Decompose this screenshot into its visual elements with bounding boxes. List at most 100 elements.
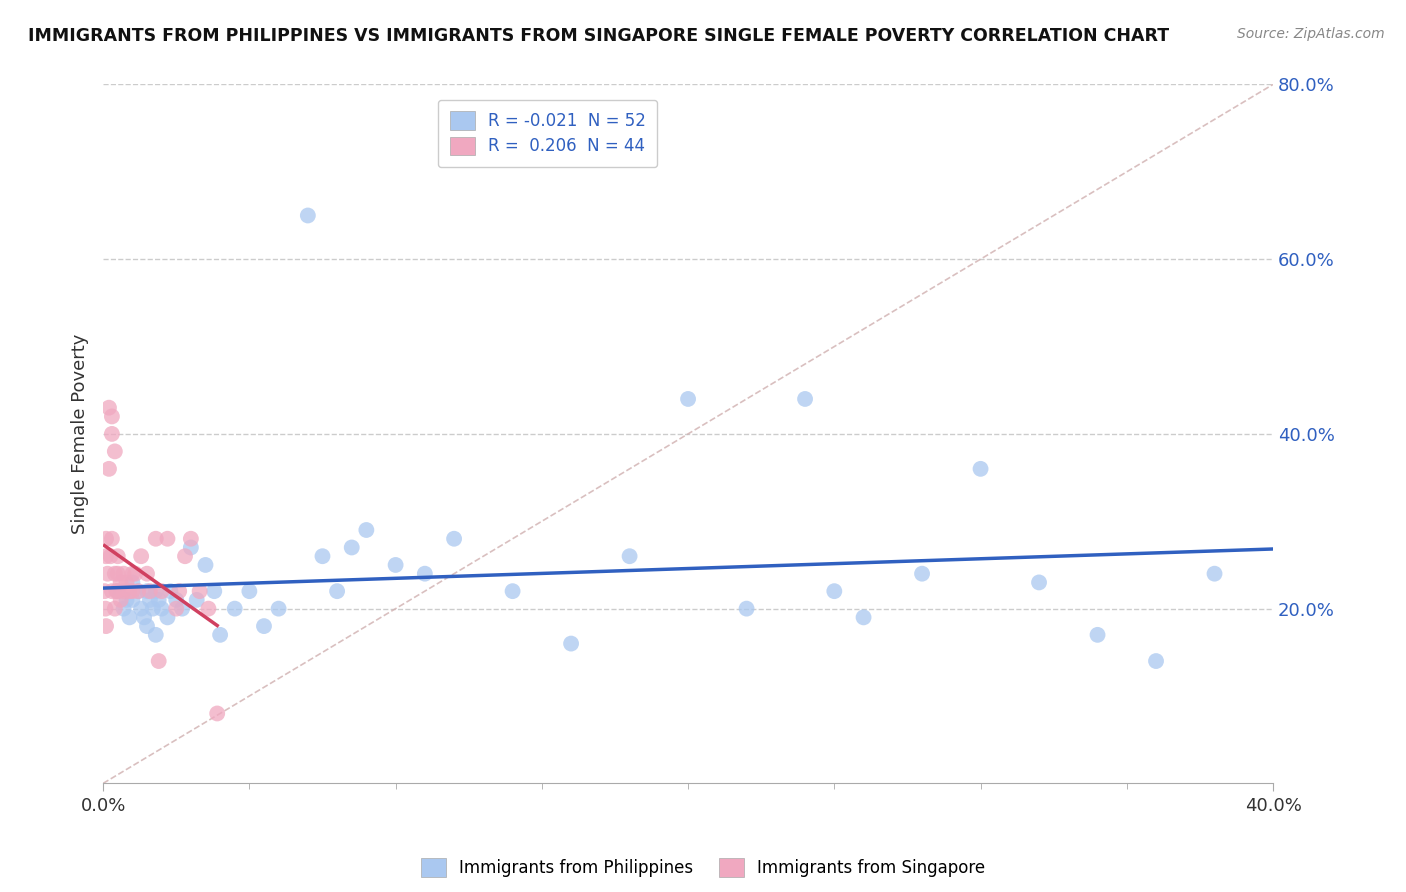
Point: [98, 401, 121, 415]
Point: [94, 549, 117, 564]
Point: [145, 628, 167, 642]
Point: [105, 584, 128, 599]
Point: [110, 593, 132, 607]
Point: [384, 558, 406, 572]
Point: [94, 601, 117, 615]
Point: [159, 584, 181, 599]
Point: [150, 584, 173, 599]
Point: [205, 706, 228, 721]
Point: [127, 584, 149, 599]
Point: [174, 549, 197, 564]
Point: [150, 601, 173, 615]
Point: [110, 575, 132, 590]
Point: [121, 575, 143, 590]
Point: [101, 584, 124, 599]
Point: [209, 628, 232, 642]
Point: [100, 549, 122, 564]
Point: [1204, 566, 1226, 581]
Point: [121, 584, 143, 599]
Point: [1028, 575, 1050, 590]
Point: [340, 541, 363, 555]
Point: [311, 549, 333, 564]
Point: [104, 566, 127, 581]
Point: [104, 444, 127, 458]
Point: [165, 593, 187, 607]
Point: [129, 549, 152, 564]
Point: [94, 532, 117, 546]
Legend: Immigrants from Philippines, Immigrants from Singapore: Immigrants from Philippines, Immigrants …: [415, 852, 991, 884]
Point: [139, 593, 162, 607]
Point: [188, 584, 211, 599]
Point: [148, 654, 170, 668]
Point: [224, 601, 246, 615]
Point: [156, 532, 179, 546]
Point: [297, 209, 319, 223]
Point: [911, 566, 934, 581]
Point: [127, 584, 149, 599]
Point: [94, 619, 117, 633]
Point: [165, 601, 187, 615]
Point: [356, 523, 378, 537]
Point: [136, 619, 159, 633]
Text: Source: ZipAtlas.com: Source: ZipAtlas.com: [1237, 27, 1385, 41]
Point: [118, 610, 141, 624]
Point: [112, 584, 135, 599]
Point: [676, 392, 699, 406]
Point: [145, 584, 167, 599]
Point: [167, 584, 190, 599]
Point: [93, 584, 115, 599]
Point: [139, 584, 162, 599]
Point: [180, 541, 202, 555]
Point: [1087, 628, 1109, 642]
Point: [194, 558, 217, 572]
Point: [1144, 654, 1167, 668]
Point: [132, 610, 155, 624]
Legend: R = -0.021  N = 52, R =  0.206  N = 44: R = -0.021 N = 52, R = 0.206 N = 44: [437, 100, 658, 167]
Point: [129, 601, 152, 615]
Point: [156, 610, 179, 624]
Point: [107, 584, 129, 599]
Point: [118, 584, 141, 599]
Point: [180, 532, 202, 546]
Point: [823, 584, 845, 599]
Point: [101, 426, 124, 441]
Point: [502, 584, 524, 599]
Point: [145, 532, 167, 546]
Point: [326, 584, 349, 599]
Point: [142, 601, 165, 615]
Point: [238, 584, 260, 599]
Point: [413, 566, 436, 581]
Point: [124, 566, 146, 581]
Point: [619, 549, 641, 564]
Point: [443, 532, 465, 546]
Point: [101, 409, 124, 424]
Point: [202, 584, 225, 599]
Point: [96, 566, 118, 581]
Point: [121, 593, 143, 607]
Point: [172, 601, 194, 615]
Point: [267, 601, 290, 615]
Point: [794, 392, 817, 406]
Point: [969, 462, 991, 476]
Point: [197, 601, 219, 615]
Point: [136, 566, 159, 581]
Point: [115, 575, 138, 590]
Point: [98, 462, 121, 476]
Point: [121, 566, 143, 581]
Point: [112, 566, 135, 581]
Point: [560, 637, 582, 651]
Point: [104, 601, 127, 615]
Point: [107, 566, 129, 581]
Point: [852, 610, 875, 624]
Y-axis label: Single Female Poverty: Single Female Poverty: [72, 334, 89, 534]
Point: [735, 601, 758, 615]
Point: [107, 584, 129, 599]
Point: [253, 619, 276, 633]
Point: [148, 593, 170, 607]
Point: [107, 549, 129, 564]
Point: [186, 593, 208, 607]
Point: [115, 593, 138, 607]
Text: IMMIGRANTS FROM PHILIPPINES VS IMMIGRANTS FROM SINGAPORE SINGLE FEMALE POVERTY C: IMMIGRANTS FROM PHILIPPINES VS IMMIGRANT…: [28, 27, 1170, 45]
Point: [101, 532, 124, 546]
Point: [136, 584, 159, 599]
